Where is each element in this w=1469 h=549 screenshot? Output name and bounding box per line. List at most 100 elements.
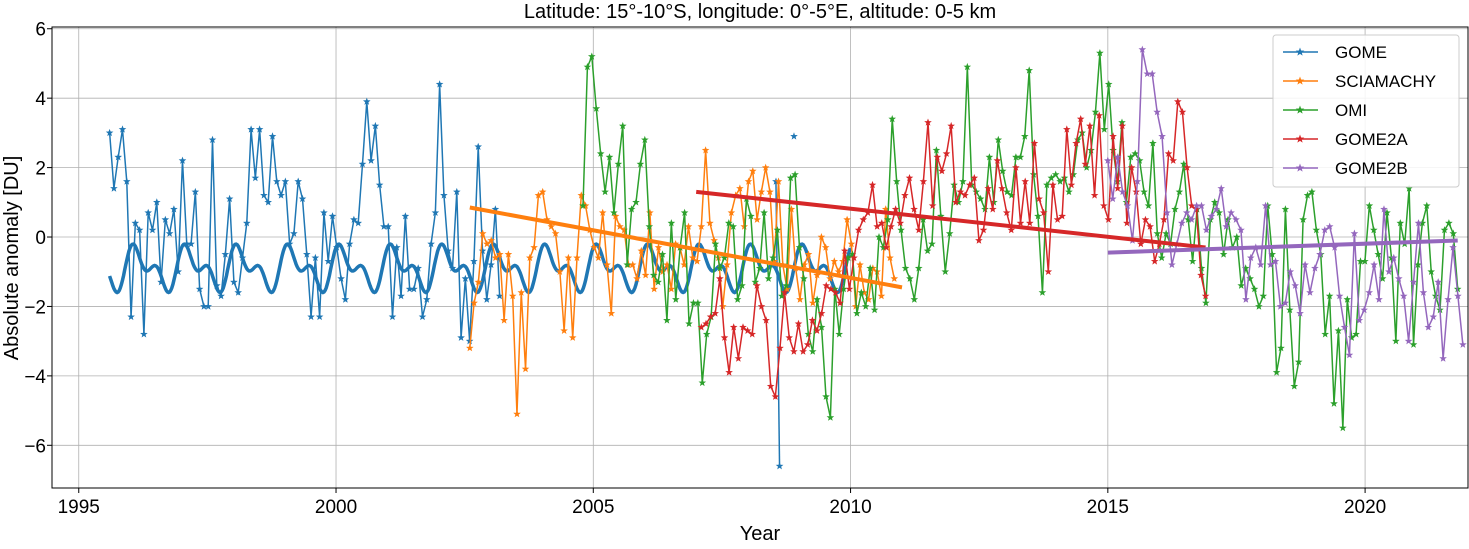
data-point (1321, 226, 1329, 234)
data-point (1355, 316, 1364, 324)
data-point (637, 246, 646, 255)
data-point (1312, 226, 1321, 234)
data-point (981, 205, 989, 213)
data-point (1012, 153, 1020, 161)
data-point (729, 323, 738, 331)
data-point (1100, 201, 1108, 209)
data-point (658, 250, 667, 258)
data-point (1133, 177, 1142, 185)
data-point (697, 323, 706, 331)
data-point (1143, 69, 1152, 78)
data-point (1429, 312, 1438, 321)
data-point (1043, 180, 1051, 189)
data-point (148, 226, 157, 234)
data-point (620, 226, 628, 234)
data-point (178, 156, 187, 164)
data-point (526, 253, 534, 262)
data-point (711, 309, 719, 317)
data-point (513, 410, 521, 418)
data-point (1418, 219, 1427, 227)
data-point (1183, 163, 1191, 171)
data-point (839, 285, 848, 293)
data-point (748, 330, 756, 338)
data-point (448, 264, 457, 272)
data-point (165, 229, 174, 237)
data-point (803, 340, 812, 348)
data-point (457, 333, 465, 341)
data-point (363, 97, 371, 105)
data-point (740, 222, 748, 230)
data-point (840, 246, 849, 255)
data-point (808, 347, 817, 355)
legend: GOME SCIAMACHY OMI GOME2A GOME2B (1272, 34, 1460, 188)
data-point (843, 215, 851, 223)
data-point (1091, 108, 1100, 116)
data-point (933, 153, 942, 161)
data-point (277, 191, 285, 199)
series-group (105, 45, 1467, 470)
data-point (1113, 153, 1122, 161)
data-point (1360, 305, 1368, 314)
data-point (1423, 201, 1431, 209)
y-tick-label: 0 (35, 228, 46, 249)
x-tick-label: 2020 (1344, 497, 1386, 518)
data-point (786, 174, 795, 182)
data-point (285, 240, 294, 248)
data-point (753, 215, 761, 223)
data-point (605, 153, 614, 161)
data-point (809, 299, 817, 307)
data-point (1286, 267, 1295, 275)
data-point (680, 208, 689, 216)
data-point (1086, 121, 1094, 130)
data-point (1277, 344, 1285, 352)
trend-line (469, 205, 903, 290)
data-point (1012, 163, 1020, 171)
data-point (1399, 292, 1408, 300)
data-point (645, 222, 654, 230)
data-point (1365, 201, 1374, 209)
data-point (354, 219, 362, 227)
data-point (693, 257, 701, 265)
data-point (483, 240, 491, 248)
axis-ticks: 1995 2000 2005 2010 2015 2020 −6 −4 −2 0 2 4 6 (24, 20, 1386, 518)
data-point (897, 226, 905, 234)
data-point (970, 174, 979, 182)
data-point (1039, 208, 1048, 216)
data-point (1290, 382, 1299, 390)
data-point (1414, 219, 1423, 227)
data-point (1340, 323, 1349, 331)
data-point (976, 194, 985, 203)
fit-lines (107, 242, 852, 295)
legend-marker (1295, 105, 1305, 114)
data-point (1207, 212, 1216, 220)
data-point (1056, 177, 1064, 185)
data-point (817, 233, 826, 241)
data-point (1051, 170, 1060, 178)
y-tick-label: 4 (35, 89, 46, 110)
data-point (1187, 215, 1196, 223)
data-point (733, 295, 742, 303)
data-point (859, 215, 868, 223)
data-point (1164, 149, 1173, 157)
data-point (1459, 340, 1467, 348)
data-point (729, 222, 737, 230)
data-point (751, 278, 760, 286)
data-point (796, 295, 804, 303)
data-point (320, 208, 328, 216)
data-point (465, 337, 474, 345)
data-point (440, 191, 448, 199)
data-point (487, 236, 495, 244)
data-point (761, 163, 770, 171)
data-point (998, 184, 1006, 192)
data-point (757, 187, 766, 196)
data-point (790, 347, 798, 355)
x-tick-label: 1995 (58, 497, 100, 518)
data-point (444, 246, 452, 255)
data-point (1131, 149, 1139, 157)
data-point (873, 222, 881, 230)
data-point (1044, 267, 1053, 275)
data-point (487, 260, 495, 268)
data-point (1276, 302, 1285, 310)
data-point (1074, 135, 1082, 144)
data-point (127, 312, 135, 321)
